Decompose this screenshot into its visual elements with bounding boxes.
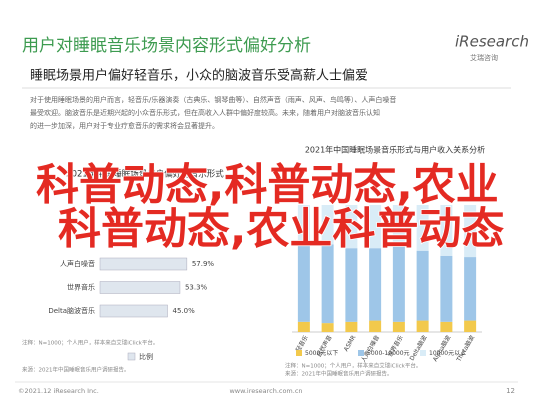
bar-segment xyxy=(416,205,429,251)
page-number: 12 xyxy=(506,387,515,395)
legend-swatch xyxy=(420,350,426,356)
legend-label: 10000元以上 xyxy=(429,349,466,357)
bar-segment xyxy=(464,257,477,321)
category-label: ASMR xyxy=(343,334,358,352)
legend-label: 比例 xyxy=(139,352,153,361)
chart-title: 2021年中国睡眠场景音乐形式与用户收入关系分析 xyxy=(305,145,485,155)
category-label: 人声白噪音 xyxy=(359,334,381,364)
bar-segment xyxy=(369,320,382,332)
category-label: Theta脑波 xyxy=(454,334,476,364)
bar xyxy=(99,304,168,318)
bar-segment xyxy=(297,205,310,246)
bar-segment xyxy=(369,205,382,249)
bar-segment xyxy=(416,250,429,321)
legend-label: 5000-10000元 xyxy=(367,350,410,357)
paragraph-line: 最受欢迎。脑波音乐是近期兴起的小众音乐形式，但在高收入人群中偏好度较高。未来，随… xyxy=(30,108,380,117)
bar xyxy=(99,281,181,294)
bar-segment xyxy=(392,245,405,322)
copyright: ©2021.12 iResearch Inc. xyxy=(18,387,99,395)
bar-segment xyxy=(464,320,477,332)
value-label: 57.9% xyxy=(192,260,215,268)
paragraph-line: 对于使用睡眠场景的用户而言，轻音乐/乐器演奏（古典乐、钢琴曲等）、自然声音（雨声… xyxy=(30,95,396,104)
legend-label: 5000元以下 xyxy=(305,350,338,357)
bar-segment xyxy=(345,321,358,332)
bar-segment xyxy=(321,323,334,332)
category-label: Delta脑波音乐 xyxy=(48,306,95,315)
category-label: 人声白噪音 xyxy=(60,259,95,268)
value-label: 45.0% xyxy=(173,307,196,315)
category-label: Alpha脑波 xyxy=(431,334,452,363)
url: www.iresearch.com.cn xyxy=(229,387,302,395)
title: 用户对睡眠音乐场景内容形式偏好分析 xyxy=(22,36,311,56)
overlay-text: 科普动态,科普动态,农业 xyxy=(36,161,499,211)
bar-segment xyxy=(392,205,405,246)
source: 来源：2021年中国睡眠音乐用户调研报告。 xyxy=(285,370,393,378)
logo-sub: 艾瑞咨询 xyxy=(470,53,498,62)
category-label: Delta脑波 xyxy=(408,334,429,362)
bar-segment xyxy=(369,248,382,321)
bar-segment xyxy=(440,205,453,256)
paragraph-line: 的进一步加深，用户对于专业疗愈音乐的需求将会显著提升。 xyxy=(30,121,219,130)
category-label: 世界音乐 xyxy=(67,283,95,292)
overlay-text: 科普动态,农业科普动态 xyxy=(58,205,504,255)
bar xyxy=(99,257,188,271)
bar-segment xyxy=(464,205,477,258)
note: 注释：N=1000；个人用户，样本来自艾瑞iClick平台。 xyxy=(285,362,421,370)
legend-swatch xyxy=(358,350,364,356)
bar-segment xyxy=(321,205,334,245)
bar-segment xyxy=(416,320,429,332)
bar-segment xyxy=(440,321,453,332)
logo: iResearch xyxy=(455,33,529,51)
value-label: 53.3% xyxy=(185,284,208,292)
legend-swatch xyxy=(127,352,136,361)
bar-segment xyxy=(297,321,310,332)
note: 注释：N=1000；个人用户，样本来自艾瑞iClick平台。 xyxy=(22,339,158,347)
bar-segment xyxy=(345,205,358,249)
source: 来源：2021年中国睡眠音乐用户调研报告。 xyxy=(22,366,130,374)
bar-segment xyxy=(392,321,405,332)
bar-segment xyxy=(345,248,358,322)
bar-segment xyxy=(440,255,453,322)
bar-segment xyxy=(321,244,334,324)
legend-swatch xyxy=(296,350,302,356)
subtitle: 睡眠场景用户偏好轻音乐，小众的脑波音乐受高薪人士偏爱 xyxy=(30,68,368,84)
bar-segment xyxy=(297,245,310,322)
chart-title: 2021年中国睡眠场景用户偏好的音乐形式 xyxy=(66,169,224,180)
